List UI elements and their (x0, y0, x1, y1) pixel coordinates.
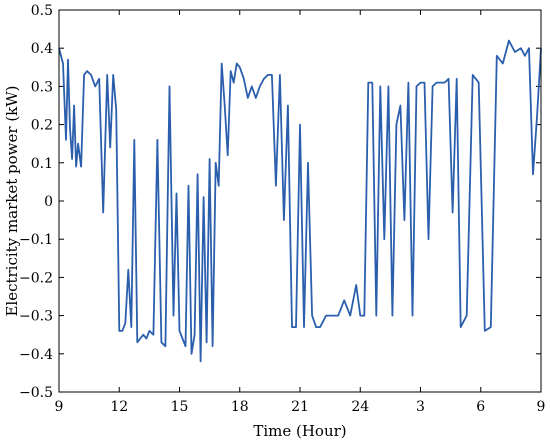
x-tick-label: 18 (231, 399, 249, 415)
y-tick-label: −0.3 (19, 309, 53, 325)
x-tick-label: 15 (171, 399, 189, 415)
y-axis-ticks: −0.5 −0.4 −0.3 −0.2 −0.1 0 0.1 0.2 0.3 0.4 0.5 (19, 3, 541, 401)
x-tick-label: 3 (416, 399, 425, 415)
y-axis-title: Electricity market power (kW) (3, 85, 21, 316)
plot-frame (58, 9, 542, 393)
y-tick-label: −0.4 (19, 347, 53, 363)
series-line (58, 39, 542, 363)
y-tick-label: 0 (44, 194, 53, 210)
x-tick-label: 9 (55, 399, 64, 415)
y-tick-label: −0.1 (19, 232, 53, 248)
y-tick-label: 0.4 (31, 41, 53, 57)
y-tick-label: 0.5 (31, 3, 53, 19)
y-tick-label: 0.3 (31, 79, 53, 95)
x-axis-title: Time (Hour) (253, 422, 346, 440)
x-axis-ticks: 9 12 15 18 21 24 3 6 9 (55, 10, 546, 415)
x-tick-label: 12 (110, 399, 128, 415)
y-tick-label: 0.2 (31, 118, 53, 134)
x-tick-label: 6 (476, 399, 485, 415)
y-tick-label: 0.1 (31, 156, 53, 172)
x-tick-label: 9 (537, 399, 546, 415)
x-tick-label: 21 (291, 399, 309, 415)
x-tick-label: 24 (351, 399, 369, 415)
y-tick-label: −0.5 (19, 385, 53, 401)
y-tick-label: −0.2 (19, 270, 53, 286)
